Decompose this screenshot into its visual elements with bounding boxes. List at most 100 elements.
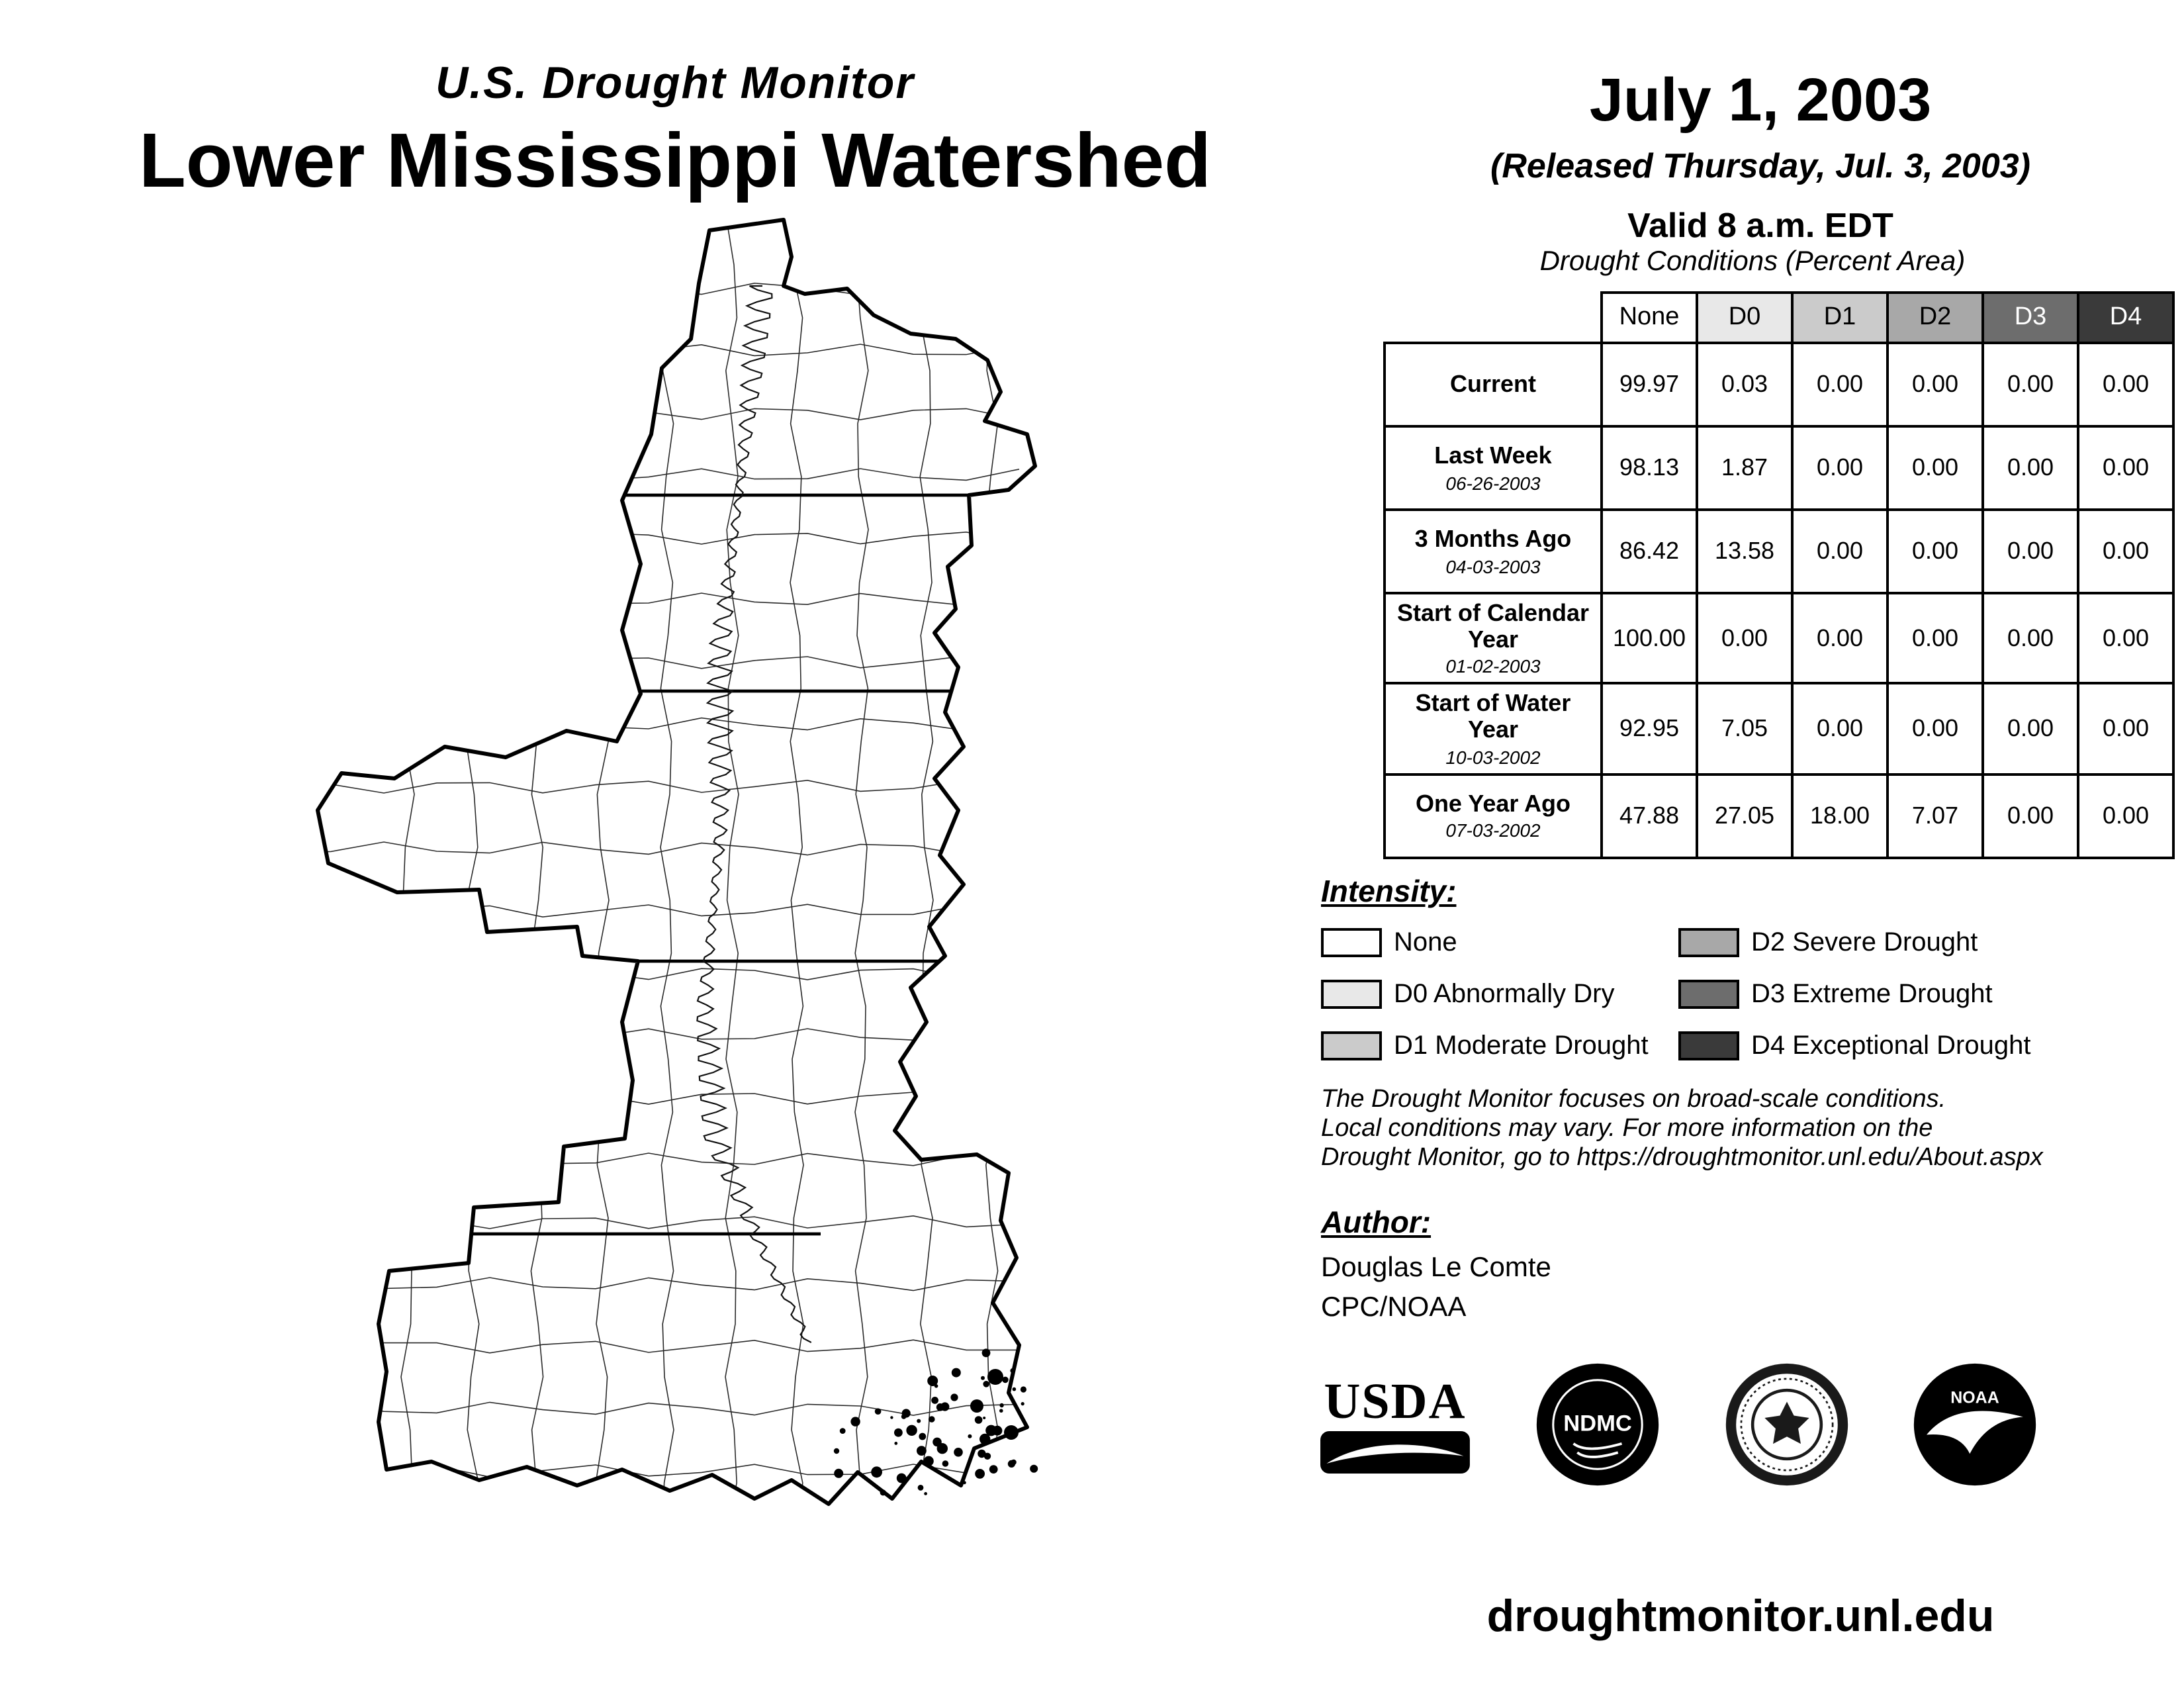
disclaimer-text: The Drought Monitor focuses on broad-sca…: [1321, 1086, 2043, 1173]
legend-swatch-d1: [1321, 1031, 1382, 1060]
cell-value: 7.05: [1696, 682, 1794, 776]
noaa-seal-icon: NOAA: [1913, 1363, 2036, 1486]
map-date: July 1, 2003: [1589, 65, 1932, 134]
cell-value: 0.00: [2077, 682, 2175, 776]
legend-label: D1 Moderate Drought: [1394, 1031, 1649, 1060]
commerce-seal-logo: [1723, 1361, 1850, 1488]
legend-item: D1 Moderate Drought: [1321, 1030, 1678, 1062]
ndmc-seal-icon: NDMC: [1537, 1363, 1659, 1486]
row-label: One Year Ago 07-03-2002: [1383, 773, 1603, 859]
legend-label: D0 Abnormally Dry: [1394, 979, 1615, 1008]
cell-value: 0.00: [1981, 682, 2079, 776]
watershed-fill: [318, 220, 1035, 1504]
table-row: 3 Months Ago 04-03-2003 86.42 13.58 0.00…: [1383, 508, 2175, 594]
cell-value: 86.42: [1600, 508, 1698, 594]
row-label: 3 Months Ago 04-03-2003: [1383, 508, 1603, 594]
legend-column-left: None D0 Abnormally Dry D1 Moderate Droug…: [1321, 927, 1678, 1062]
noaa-logo: NOAA: [1911, 1361, 2038, 1488]
col-header-d2: D2: [1886, 291, 1984, 344]
page-title: Lower Mississippi Watershed: [138, 118, 1212, 204]
col-header-d1: D1: [1791, 291, 1889, 344]
table-row: One Year Ago 07-03-2002 47.88 27.05 18.0…: [1383, 773, 2175, 859]
legend-swatch-d2: [1678, 928, 1739, 957]
cell-value: 0.00: [1791, 682, 1889, 776]
cell-value: 0.03: [1696, 342, 1794, 428]
legend-item: None: [1321, 927, 1678, 959]
cell-value: 0.00: [1981, 425, 2079, 511]
table-row: Last Week 06-26-2003 98.13 1.87 0.00 0.0…: [1383, 425, 2175, 511]
table-row: Current 99.97 0.03 0.00 0.00 0.00 0.00: [1383, 342, 2175, 428]
cell-value: 0.00: [1791, 342, 1889, 428]
cell-value: 0.00: [1791, 591, 1889, 685]
legend-swatch-d4: [1678, 1031, 1739, 1060]
author-name: Douglas Le Comte: [1321, 1252, 1551, 1283]
legend-column-right: D2 Severe Drought D3 Extreme Drought D4 …: [1678, 927, 2128, 1062]
legend-label: D4 Exceptional Drought: [1751, 1031, 2031, 1060]
disclaimer-line: Drought Monitor, go to https://droughtmo…: [1321, 1144, 2043, 1172]
row-label: Start of Water Year 10-03-2002: [1383, 682, 1603, 776]
cell-value: 0.00: [1886, 508, 1984, 594]
table-header-row: None D0 D1 D2 D3 D4: [1385, 291, 2175, 344]
delta-marsh-speckles: [833, 1348, 1038, 1496]
cell-value: 0.00: [2077, 591, 2175, 685]
cell-value: 0.00: [1981, 508, 2079, 594]
release-block: July 1, 2003 (Released Thursday, Jul. 3,…: [1430, 64, 2091, 246]
cell-value: 0.00: [2077, 508, 2175, 594]
cell-value: 0.00: [2077, 342, 2175, 428]
commerce-seal-icon: [1725, 1363, 1848, 1486]
legend-label: None: [1394, 927, 1457, 957]
cell-value: 0.00: [1791, 425, 1889, 511]
cell-value: 18.00: [1791, 773, 1889, 859]
col-header-d4: D4: [2077, 291, 2175, 344]
cell-value: 1.87: [1696, 425, 1794, 511]
ndmc-logo: NDMC: [1535, 1361, 1662, 1488]
legend-swatch-d0: [1321, 980, 1382, 1009]
usda-wordmark: USDA: [1324, 1374, 1467, 1429]
usda-logo: USDA: [1317, 1376, 1473, 1473]
row-label: Current: [1383, 342, 1603, 428]
legend-item: D2 Severe Drought: [1678, 927, 2128, 959]
cell-value: 92.95: [1600, 682, 1698, 776]
cell-value: 0.00: [1886, 342, 1984, 428]
table-row: Start of Calendar Year 01-02-2003 100.00…: [1383, 591, 2175, 685]
cell-value: 7.07: [1886, 773, 1984, 859]
cell-value: 98.13: [1600, 425, 1698, 511]
cell-value: 0.00: [2077, 773, 2175, 859]
cell-value: 0.00: [1981, 773, 2079, 859]
drought-monitor-url: droughtmonitor.unl.edu: [1486, 1591, 1995, 1642]
author-org: CPC/NOAA: [1321, 1292, 1467, 1323]
cell-value: 0.00: [1886, 682, 1984, 776]
disclaimer-line: The Drought Monitor focuses on broad-sca…: [1321, 1086, 1946, 1113]
cell-value: 0.00: [1791, 508, 1889, 594]
release-date-line: (Released Thursday, Jul. 3, 2003): [1490, 146, 2030, 185]
table-row: Start of Water Year 10-03-2002 92.95 7.0…: [1383, 682, 2175, 776]
legend-label: D3 Extreme Drought: [1751, 979, 1993, 1008]
cell-value: 47.88: [1600, 773, 1698, 859]
cell-value: 0.00: [1981, 591, 2079, 685]
cell-value: 0.00: [1886, 591, 1984, 685]
table-caption: Drought Conditions (Percent Area): [1539, 246, 1966, 277]
valid-time-line: Valid 8 a.m. EDT: [1627, 205, 1893, 245]
usda-swoosh-icon: [1320, 1430, 1470, 1473]
svg-text:NOAA: NOAA: [1950, 1388, 1999, 1407]
disclaimer-line: Local conditions may vary. For more info…: [1321, 1115, 1933, 1143]
svg-text:NDMC: NDMC: [1564, 1411, 1633, 1436]
legend-item: D3 Extreme Drought: [1678, 978, 2128, 1010]
cell-value: 13.58: [1696, 508, 1794, 594]
cell-value: 27.05: [1696, 773, 1794, 859]
col-header-none: None: [1600, 291, 1698, 344]
row-label: Last Week 06-26-2003: [1383, 425, 1603, 511]
row-label: Start of Calendar Year 01-02-2003: [1383, 591, 1603, 685]
legend-label: D2 Severe Drought: [1751, 927, 1978, 957]
col-header-d3: D3: [1981, 291, 2079, 344]
cell-value: 99.97: [1600, 342, 1698, 428]
mississippi-river: [696, 285, 812, 1343]
cell-value: 100.00: [1600, 591, 1698, 685]
drought-table: None D0 D1 D2 D3 D4 Current 99.97 0.03 0…: [1383, 291, 2175, 859]
watershed-map: [185, 212, 1059, 1615]
legend-item: D0 Abnormally Dry: [1321, 978, 1678, 1010]
cell-value: 0.00: [1981, 342, 2079, 428]
report-kicker: U.S. Drought Monitor: [435, 58, 915, 109]
